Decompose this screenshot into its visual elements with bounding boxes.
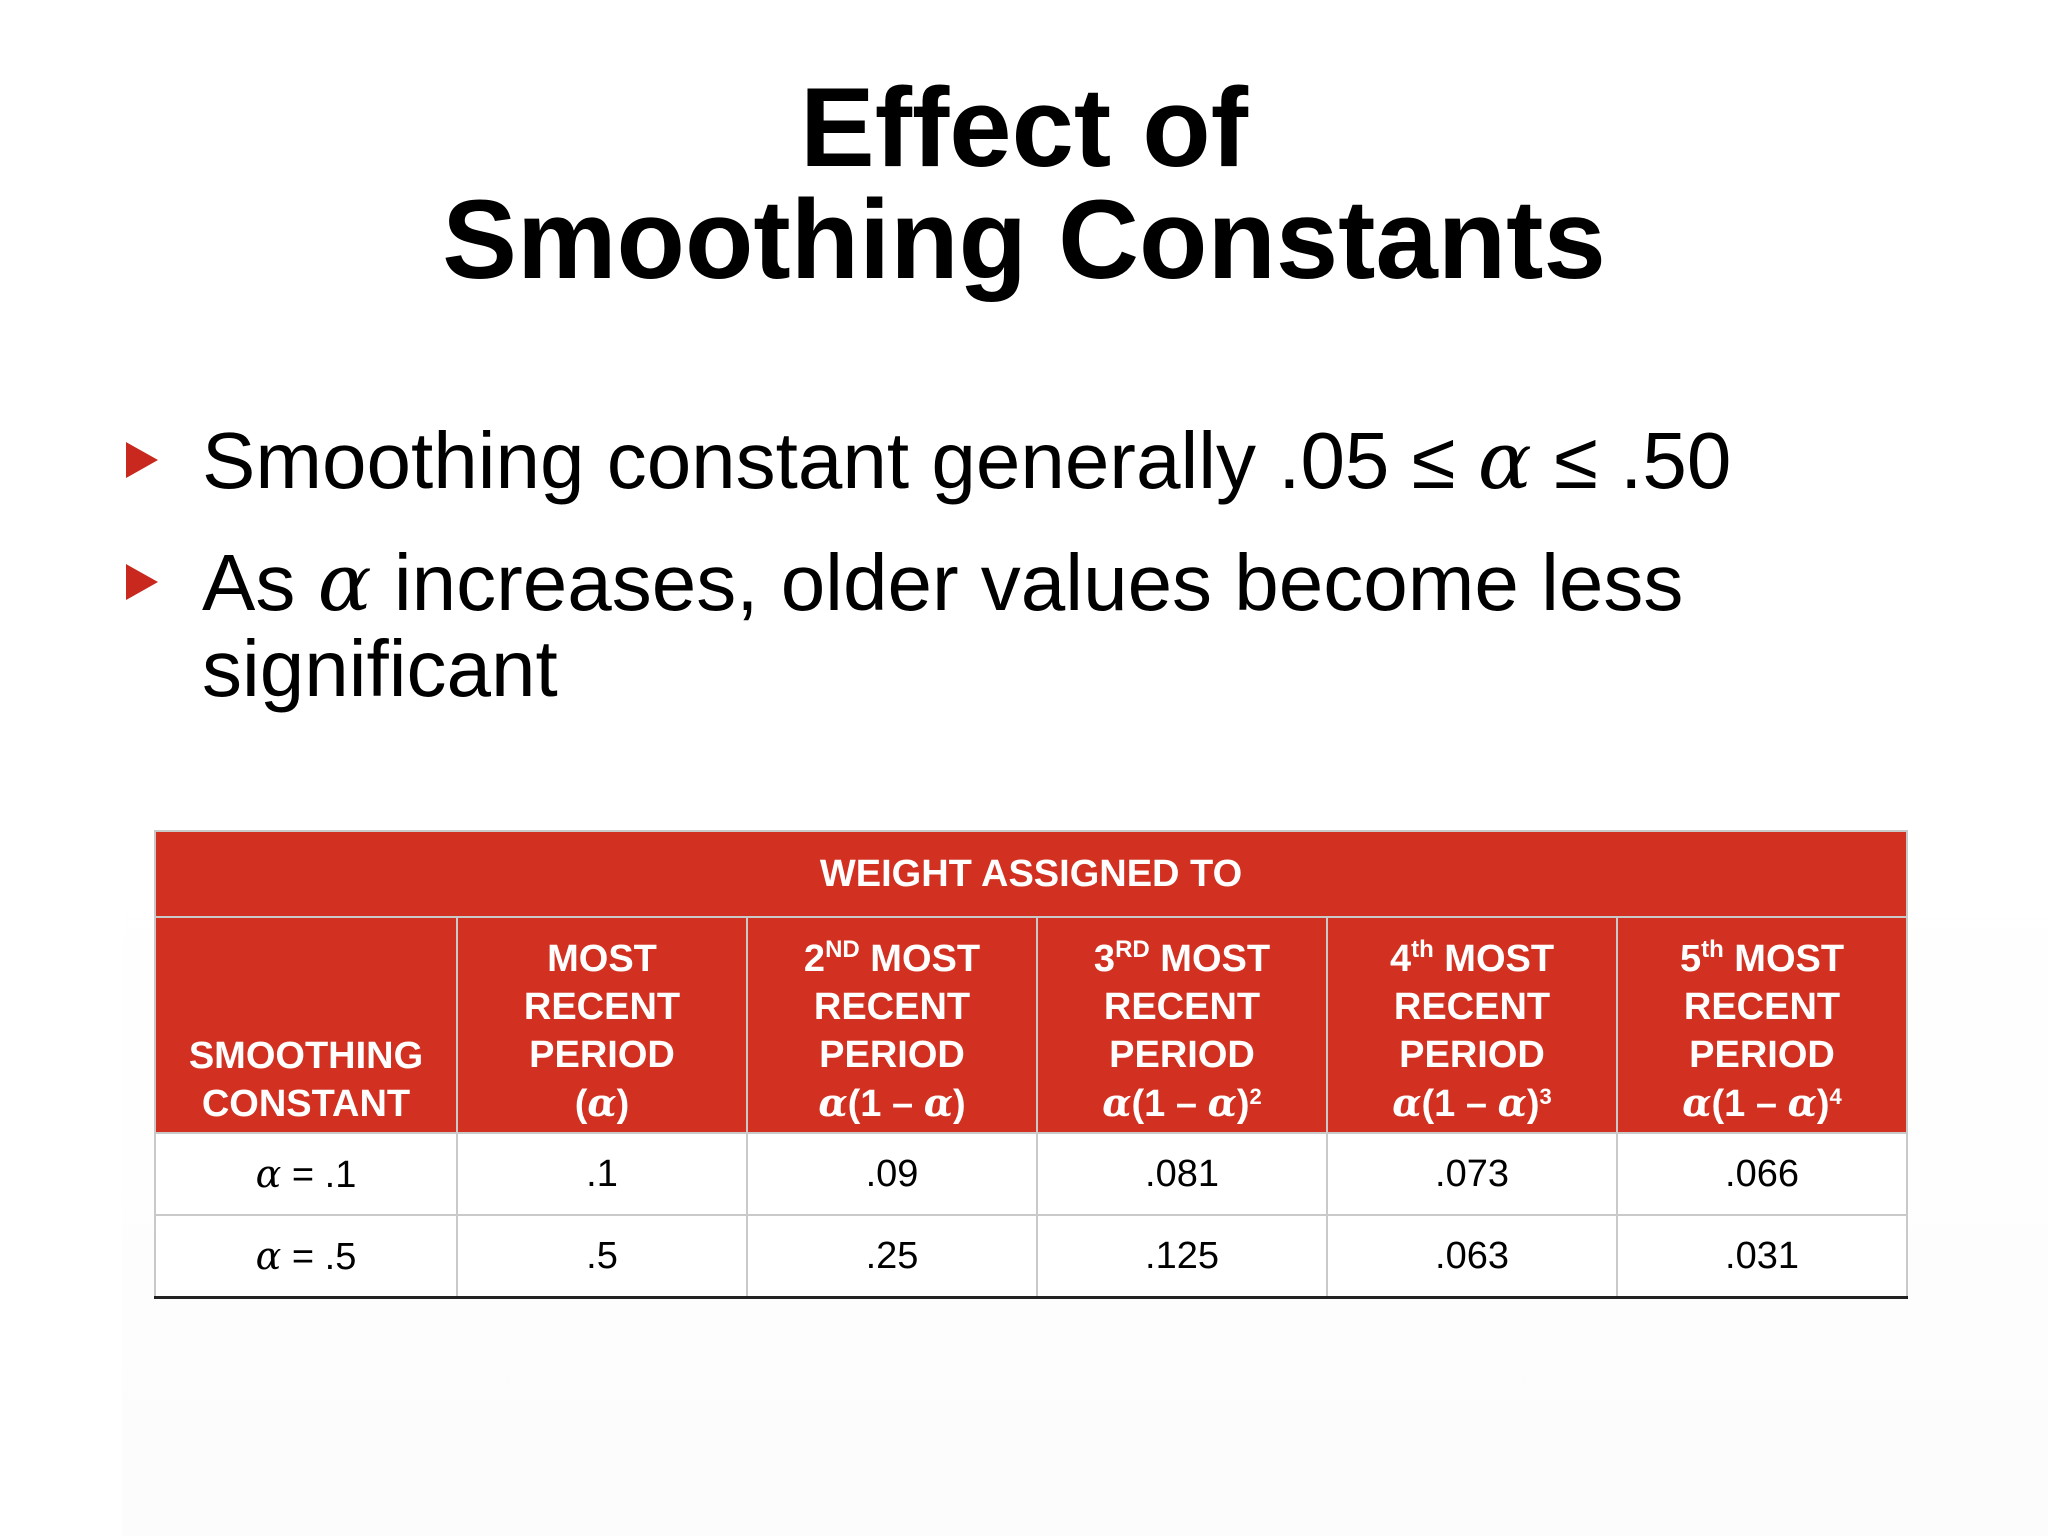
table-cell: .1 <box>456 1132 748 1216</box>
alpha-symbol: α <box>317 536 372 629</box>
column-header: MOST RECENT PERIOD (α) <box>456 916 748 1134</box>
row-header-smoothing-constant: SMOOTHING CONSTANT <box>154 916 458 1134</box>
column-header: 3RD MOST RECENT PERIOD α(1 – α)2 <box>1036 916 1328 1134</box>
weights-table-container: WEIGHT ASSIGNED TO SMOOTHING CONSTANT MO… <box>153 830 1909 1299</box>
column-header: 5th MOST RECENT PERIOD α(1 – α)4 <box>1615 916 1909 1134</box>
column-formula: α(1 – α)2 <box>1102 1080 1262 1125</box>
title-line-2: Smoothing Constants <box>442 177 1606 302</box>
table-cell: .5 <box>456 1214 748 1299</box>
bullet-list: Smoothing constant generally .05 ≤ α ≤ .… <box>124 418 1984 748</box>
table-cell: .25 <box>746 1214 1038 1299</box>
group-header: WEIGHT ASSIGNED TO <box>153 830 1909 918</box>
bullet-item: As α increases, older values become less… <box>124 540 1984 712</box>
column-formula: α(1 – α) <box>818 1080 966 1125</box>
table-row: α = .5 .5 .25 .125 .063 .031 <box>154 1214 1909 1299</box>
column-header: 4th MOST RECENT PERIOD α(1 – α)3 <box>1326 916 1618 1134</box>
row-label-cell: α = .1 <box>154 1132 458 1216</box>
column-formula: α(1 – α)4 <box>1682 1080 1842 1125</box>
table-cell: .125 <box>1036 1214 1328 1299</box>
triangle-right-icon <box>126 442 158 478</box>
title-line-1: Effect of <box>800 65 1248 190</box>
bullet-item: Smoothing constant generally .05 ≤ α ≤ .… <box>124 418 1984 504</box>
column-formula: (α) <box>574 1080 630 1125</box>
bullet-text: As α increases, older values become less… <box>202 536 1684 713</box>
row-label-cell: α = .5 <box>154 1214 458 1299</box>
column-formula: α(1 – α)3 <box>1392 1080 1552 1125</box>
table-cell: .081 <box>1036 1132 1328 1216</box>
table-cell: .066 <box>1615 1132 1909 1216</box>
alpha-symbol: α <box>1477 414 1532 507</box>
bullet-text: Smoothing constant generally .05 ≤ α ≤ .… <box>202 414 1732 507</box>
table-cell: .031 <box>1615 1214 1909 1299</box>
table-cell: .073 <box>1326 1132 1618 1216</box>
weights-table: WEIGHT ASSIGNED TO SMOOTHING CONSTANT MO… <box>153 830 1909 1299</box>
table-cell: .09 <box>746 1132 1038 1216</box>
triangle-right-icon <box>126 564 158 600</box>
slide-title: Effect of Smoothing Constants <box>0 72 2048 296</box>
column-header: 2ND MOST RECENT PERIOD α(1 – α) <box>746 916 1038 1134</box>
table-cell: .063 <box>1326 1214 1618 1299</box>
table-row: α = .1 .1 .09 .081 .073 .066 <box>154 1132 1909 1216</box>
